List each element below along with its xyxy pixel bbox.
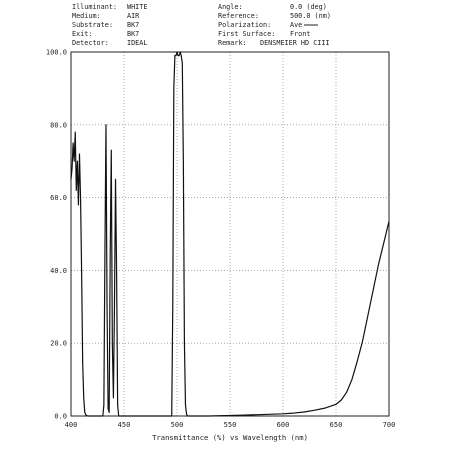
header-left-label: Illuminant: xyxy=(72,3,117,11)
x-tick-label: 400 xyxy=(65,421,78,429)
header-right-value: 0.0 (deg) xyxy=(290,3,327,11)
header-left-value: BK7 xyxy=(127,21,139,29)
header-left-value: IDEAL xyxy=(127,39,147,47)
y-tick-label: 40.0 xyxy=(50,267,67,275)
header-right-value: Front xyxy=(290,30,310,38)
header-right-label: Angle: xyxy=(218,3,243,11)
header-left-label: Detector: xyxy=(72,39,109,47)
header-left-value: WHITE xyxy=(127,3,147,11)
header-left-label: Substrate: xyxy=(72,21,113,29)
x-tick-label: 600 xyxy=(277,421,290,429)
y-tick-labels: 0.0 20.0 40.0 60.0 80.0 100.0 xyxy=(46,49,67,421)
header-right-label: Reference: xyxy=(218,12,259,20)
y-tick-label: 100.0 xyxy=(46,49,67,57)
y-tick-label: 60.0 xyxy=(50,194,67,202)
x-tick-label: 550 xyxy=(224,421,237,429)
header-right-value: DENSMEIER HD CIII xyxy=(260,39,330,47)
x-axis-title: Transmittance (%) vs Wavelength (nm) xyxy=(152,433,308,442)
y-tick-label: 80.0 xyxy=(50,121,67,129)
x-tick-labels: 400 450 500 550 600 650 700 xyxy=(65,421,396,429)
header-left-label: Medium: xyxy=(72,12,101,20)
series-layer xyxy=(70,51,390,417)
grid xyxy=(71,52,389,416)
header-right-value: Ave xyxy=(290,21,302,29)
x-tick-label: 500 xyxy=(171,421,184,429)
y-tick-label: 20.0 xyxy=(50,340,67,348)
header-right-label: Polarization: xyxy=(218,21,271,29)
series-line xyxy=(70,51,390,417)
x-tick-label: 450 xyxy=(118,421,131,429)
header-left-value: BK7 xyxy=(127,30,139,38)
header-right-label: First Surface: xyxy=(218,30,275,38)
header-right-value: 500.0 (nm) xyxy=(290,12,331,20)
x-tick-label: 700 xyxy=(383,421,396,429)
header-block: Illuminant: WHITE Medium: AIR Substrate:… xyxy=(72,3,331,47)
header-left-label: Exit: xyxy=(72,30,92,38)
y-tick-label: 0.0 xyxy=(54,413,67,421)
header-right-label: Remark: xyxy=(218,39,247,47)
x-tick-label: 650 xyxy=(330,421,343,429)
header-left-value: AIR xyxy=(127,12,140,20)
